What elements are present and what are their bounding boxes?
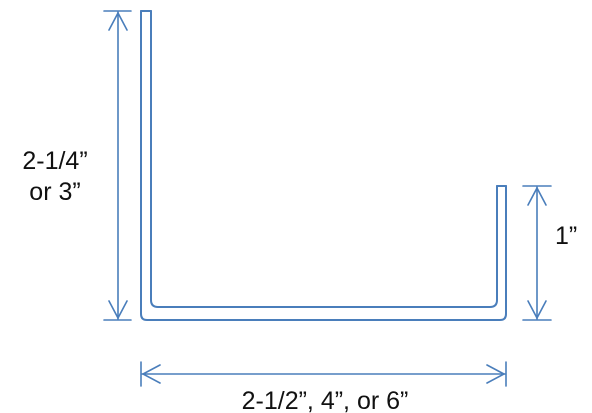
left-height-label-line2: or 3” (29, 178, 80, 206)
channel-profile-inner (150, 10, 498, 308)
right-dim-arrow-bottom (527, 300, 547, 320)
left-dim-arrow-top (108, 11, 128, 31)
left-dim-arrow-bottom (108, 300, 128, 320)
width-dim-arrow-right (486, 364, 506, 384)
left-height-dimension (103, 10, 132, 321)
channel-profile (140, 10, 507, 321)
width-dim-arrow-left (141, 364, 161, 384)
width-dimension (140, 361, 507, 387)
right-height-label: 1” (555, 222, 577, 250)
width-label: 2-1/2”, 4”, or 6” (242, 387, 409, 413)
channel-profile-outer (140, 10, 507, 321)
right-dim-arrow-top (527, 186, 547, 206)
right-height-dimension (522, 185, 552, 321)
left-height-label-line1: 2-1/4” (22, 147, 87, 175)
